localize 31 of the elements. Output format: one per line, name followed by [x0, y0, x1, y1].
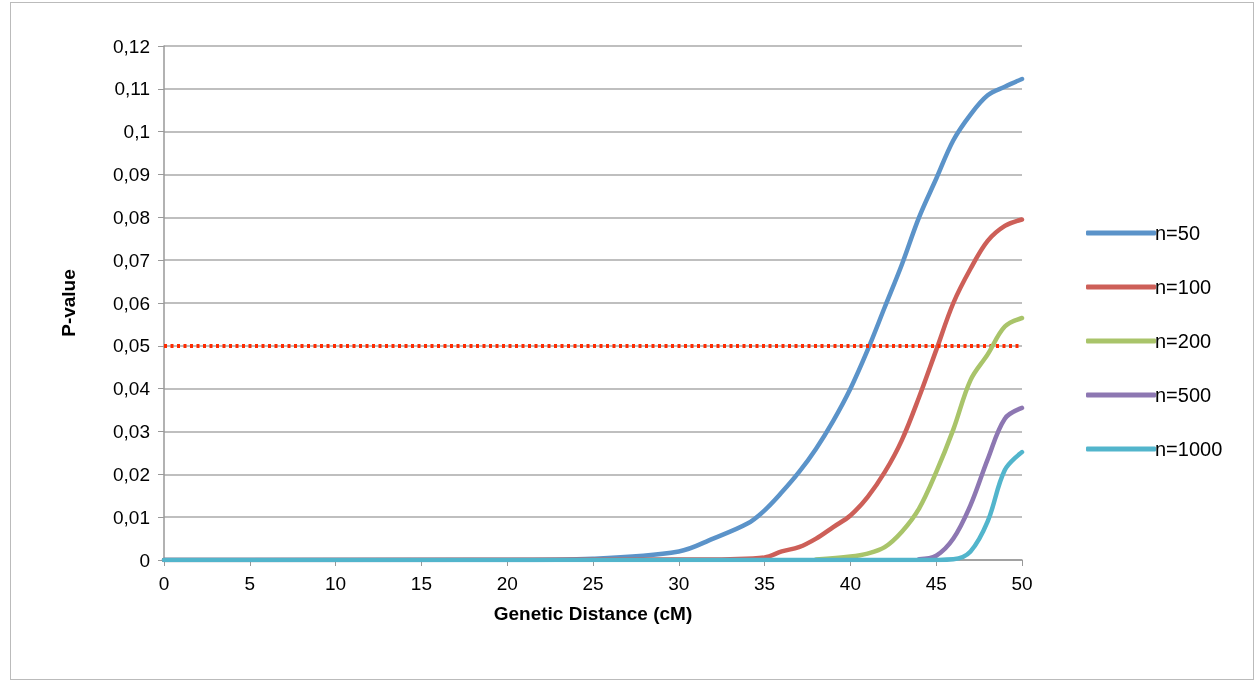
x-tick-label: 0: [158, 573, 170, 594]
legend-label: n=200: [1155, 330, 1212, 352]
x-tick-label: 30: [668, 573, 690, 594]
x-tick-label: 20: [496, 573, 518, 594]
y-tick-label: 0,01: [113, 506, 150, 528]
x-tick-label: 45: [925, 573, 947, 594]
y-tick-label: 0,1: [123, 121, 150, 143]
y-tick-label: 0,06: [113, 292, 150, 314]
x-tick-label: 5: [244, 573, 256, 594]
y-tick-label: 0: [139, 549, 150, 571]
x-tick-label: 25: [582, 573, 604, 594]
legend-label: n=500: [1155, 384, 1212, 406]
y-tick-label: 0,03: [113, 421, 150, 442]
x-axis-title: Genetic Distance (cM): [493, 603, 693, 624]
y-tick-label: 0,04: [113, 378, 151, 400]
y-tick-label: 0,07: [113, 249, 150, 271]
y-tick-label: 0,11: [114, 78, 150, 100]
x-tick-label: 40: [839, 573, 861, 594]
legend-label: n=100: [1155, 276, 1212, 298]
y-tick-label: 0,08: [113, 206, 150, 228]
x-tick-label: 35: [754, 573, 776, 594]
y-axis-title: P-value: [58, 269, 79, 337]
x-tick-label: 15: [410, 573, 432, 594]
y-tick-label: 0,12: [113, 35, 150, 57]
y-tick-label: 0,05: [113, 335, 150, 357]
y-tick-label: 0,02: [113, 463, 150, 485]
x-tick-label: 50: [1011, 573, 1033, 594]
y-tick-label: 0,09: [113, 164, 150, 185]
legend-label: n=50: [1155, 222, 1201, 244]
legend-label: n=1000: [1155, 438, 1223, 460]
x-tick-label: 10: [325, 573, 347, 594]
